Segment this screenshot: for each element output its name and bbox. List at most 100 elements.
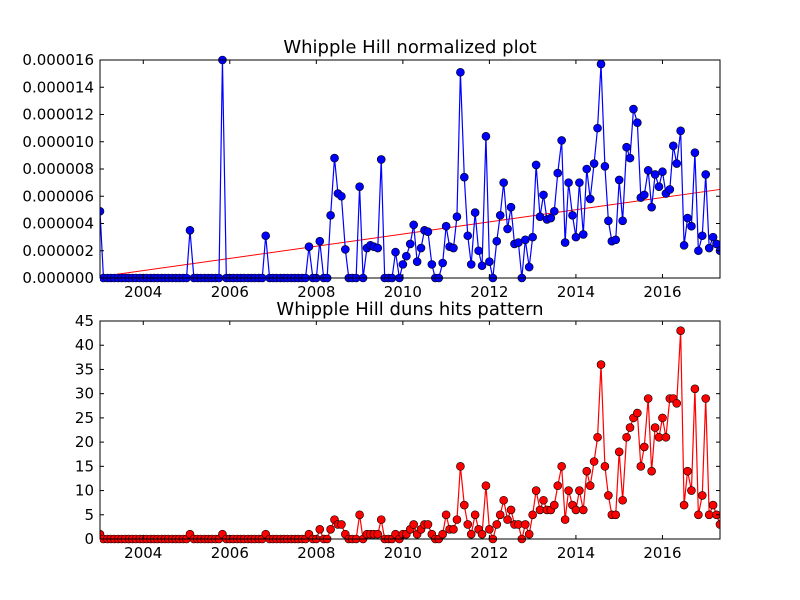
data-point [423,227,433,236]
data-point [553,481,563,491]
data-point [650,170,660,179]
data-point [672,399,682,408]
data-point [690,384,700,394]
data-point [506,505,516,515]
data-point [557,136,566,145]
data-point [611,235,621,245]
data-point [575,486,584,495]
data-point [427,260,437,269]
data-point [459,172,469,182]
data-point [449,243,458,253]
data-point [452,515,462,524]
data-point [690,148,700,157]
data-point [355,182,364,192]
data-point [679,241,689,250]
data-point [633,408,642,418]
data-point [546,213,556,223]
data-point [485,257,494,266]
data-point [564,486,573,495]
data-point [604,491,613,500]
data-point [618,495,627,505]
data-point [629,104,638,114]
x-tick-label: 2016 [643,283,681,301]
data-point [495,211,505,220]
data-point [676,326,685,335]
data-point [524,262,534,272]
data-point [456,462,465,471]
data-point [697,491,707,500]
y-tick-label: 35 [75,360,94,378]
y-tick-label: 0.000002 [22,242,94,260]
data-point [391,247,400,257]
y-tick-label: 0 [84,530,94,548]
data-point [701,394,711,403]
data-point [341,245,350,254]
x-tick-label: 2016 [643,544,681,562]
y-tick-label: 0.000010 [22,133,94,151]
data-point [459,500,469,510]
data-point [636,462,646,471]
data-point [456,67,465,77]
data-point [704,243,714,253]
data-point [337,520,346,529]
data-point [578,230,588,239]
x-tick-label: 2012 [470,544,508,562]
data-point [326,525,335,534]
data-point [658,167,667,177]
data-point [604,216,613,226]
data-point [661,432,671,442]
data-point [499,495,508,505]
data-point [499,178,508,187]
data-point [423,520,433,529]
data-point [463,231,473,241]
x-tick-label: 2010 [384,283,422,301]
trend-line [99,188,721,278]
data-point [481,481,491,491]
data-point [614,447,624,457]
data-point [412,257,422,266]
data-point [568,211,577,220]
data-point [600,161,610,171]
data-point [100,206,105,216]
data-point [315,525,325,534]
normalized-plot-panel: Whipple Hill normalized plot 0.000000 0.0… [22,37,721,301]
data-point [531,160,541,170]
y-tick-label: 20 [75,433,94,451]
data-point [679,500,689,510]
y-tick-label: 0.000008 [22,160,94,178]
data-point [531,486,541,495]
x-tick-label: 2004 [124,283,162,301]
data-point [315,236,325,246]
data-point [416,243,426,253]
data-point [477,529,487,539]
data-point [398,260,408,269]
data-point [672,159,682,168]
data-point [449,525,458,534]
data-point [683,213,692,223]
data-point [470,510,480,520]
data-point [438,529,447,539]
x-tick-label: 2014 [557,283,595,301]
data-point [520,235,530,245]
y-tick-label: 0.000000 [22,269,94,287]
data-point [665,185,675,194]
data-point [520,520,530,529]
data-point [337,191,346,201]
data-point [438,258,447,268]
data-point [492,236,502,246]
data-point [528,232,537,242]
data-point [676,126,685,136]
data-point [650,423,660,432]
data-point [466,529,476,539]
data-point [585,194,595,204]
data-point [560,238,570,247]
data-point [185,226,195,235]
data-point [622,142,631,152]
x-tick-label: 2014 [557,544,595,562]
data-point [402,251,411,261]
data-point [564,178,573,187]
data-point [589,159,599,168]
x-tick-label: 2008 [297,544,335,562]
y-tick-label: 10 [75,482,94,500]
